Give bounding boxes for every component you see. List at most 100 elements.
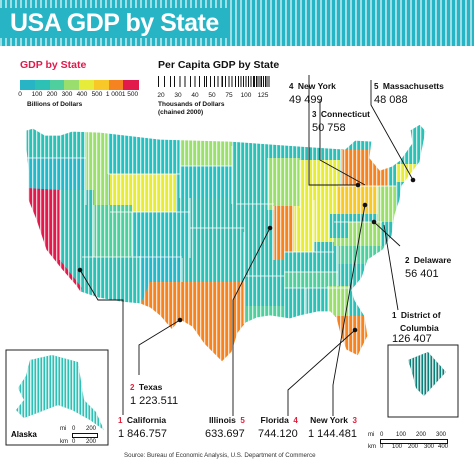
callout-value: 49 499 [289,94,323,106]
percapita-tick: 125 [257,92,269,99]
callout-name: Massachusetts [382,81,444,91]
scale-tick: 300 [436,432,447,438]
gdp-tick: 1 000 [105,91,123,98]
scale-tick: 0 [380,432,384,438]
state-borders [26,130,396,324]
percapita-tick: 50 [208,92,216,99]
scale-tick: 100 [396,432,407,438]
scale-tick: 400 [438,444,449,450]
callout-connecticut: 3 Connecticut 50 758 [312,104,370,134]
callout-value: 744.120 [258,428,298,440]
gdp-legend-swatch [20,80,36,90]
callout-rank: 1 [392,311,397,320]
scale-mi-label: mi [60,426,67,432]
gdp-legend-ticks: 0 100 200 300 400 500 1 000 1 500 [0,91,474,100]
callout-illinois: Illinois 5 633.697 [205,410,245,440]
scale-tick: 200 [408,444,419,450]
scale-bar [380,439,448,444]
callout-value: 1 223.511 [130,395,179,407]
scale-tick: 200 [86,426,97,432]
callout-name: District of [400,310,441,320]
callout-new-york-percapita: 4 New York 49 499 [289,76,336,106]
main-scale: mi 0 100 200 300 km 0 100 200 300 400 [368,432,468,452]
percapita-legend-swatch [222,76,238,87]
percapita-legend-swatch [206,76,222,87]
callout-value: 1 144.481 [308,428,357,440]
percapita-legend-title: Per Capita GDP by State [158,59,280,71]
gdp-tick: 100 [31,91,43,98]
percapita-legend-swatch [238,76,254,87]
callout-name-line2: Columbia [400,323,439,333]
leader-lines [79,75,414,416]
gdp-tick: 1 500 [121,91,139,98]
gdp-tick: 400 [76,91,88,98]
callout-rank: 2 [130,383,135,392]
gdp-color-bar [20,80,139,90]
leader-dots [77,177,416,333]
gdp-tick: 500 [91,91,103,98]
percapita-tick: 75 [225,92,233,99]
percapita-legend-unit: Thousands of Dollars (chained 2000) [158,101,224,117]
callout-name: California [126,415,167,425]
callout-rank: 5 [374,82,379,91]
percapita-stripe-bar [158,76,270,87]
alaska-scale: mi 0 200 km 0 200 [60,426,108,446]
percapita-legend-swatch [190,76,206,87]
alaska-label: Alaska [11,430,37,439]
callout-name: Delaware [413,255,452,265]
percapita-unit-line2: (chained 2000) [158,109,204,116]
callout-rank: 3 [312,110,317,119]
callout-california: 1 California 1 846.757 [118,410,167,440]
gdp-legend-swatch [108,80,124,90]
scale-tick: 100 [392,444,403,450]
callout-name: New York [297,81,336,91]
title-banner: USA GDP by State [0,0,474,46]
source-note: Source: Bureau of Economic Analysis, U.S… [124,452,316,459]
scale-tick: 0 [72,439,76,445]
callout-name: Connecticut [320,109,371,119]
callout-name: Illinois [208,415,236,425]
callout-value: 126 407 [392,333,432,345]
gdp-legend-swatch [34,80,50,90]
usa-outline [25,123,427,363]
callout-texas: 2 Texas 1 223.511 [130,377,178,407]
callout-rank: 3 [352,416,357,425]
callout-rank: 4 [293,416,298,425]
scale-tick: 300 [424,444,435,450]
percapita-tick: 100 [240,92,252,99]
callout-name: Florida [260,415,289,425]
callout-florida: Florida 4 744.120 [258,410,298,440]
percapita-legend-swatch [254,76,270,87]
gdp-legend-swatch [123,80,139,90]
callout-name: New York [310,415,349,425]
callout-value: 48 088 [374,94,408,106]
gdp-legend-swatch [49,80,65,90]
callout-new-york-gdp: New York 3 1 144.481 [308,410,357,440]
scale-km-label: km [60,439,68,445]
callout-massachusetts: 5 Massachusetts 48 088 [374,76,444,106]
percapita-tick: 30 [174,92,182,99]
callout-value: 50 758 [312,122,346,134]
percapita-tick: 20 [157,92,165,99]
callout-value: 633.697 [205,428,245,440]
percapita-legend-swatch [158,76,174,87]
gdp-tick: 0 [18,91,22,98]
callout-rank: 4 [289,82,294,91]
callout-value: 1 846.757 [118,428,167,440]
gdp-legend-swatch [79,80,95,90]
scale-km-label: km [368,444,376,450]
gdp-tick: 200 [46,91,58,98]
callout-dc: 1 District of Columbia 126 407 [392,305,441,345]
scale-bar [72,433,98,438]
callout-delaware: 2 Delaware 56 401 [405,250,451,280]
alaska-stripes [16,355,104,430]
gdp-legend-title: GDP by State [20,59,87,71]
callout-value: 56 401 [405,268,439,280]
gdp-tick: 300 [61,91,73,98]
percapita-tick: 40 [191,92,199,99]
percapita-legend-swatch [174,76,190,87]
scale-tick: 200 [416,432,427,438]
callout-name: Texas [138,382,163,392]
